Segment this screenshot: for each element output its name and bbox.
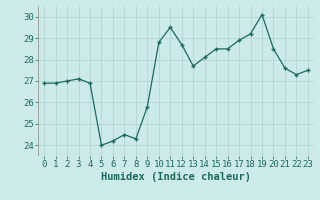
X-axis label: Humidex (Indice chaleur): Humidex (Indice chaleur) — [101, 172, 251, 182]
